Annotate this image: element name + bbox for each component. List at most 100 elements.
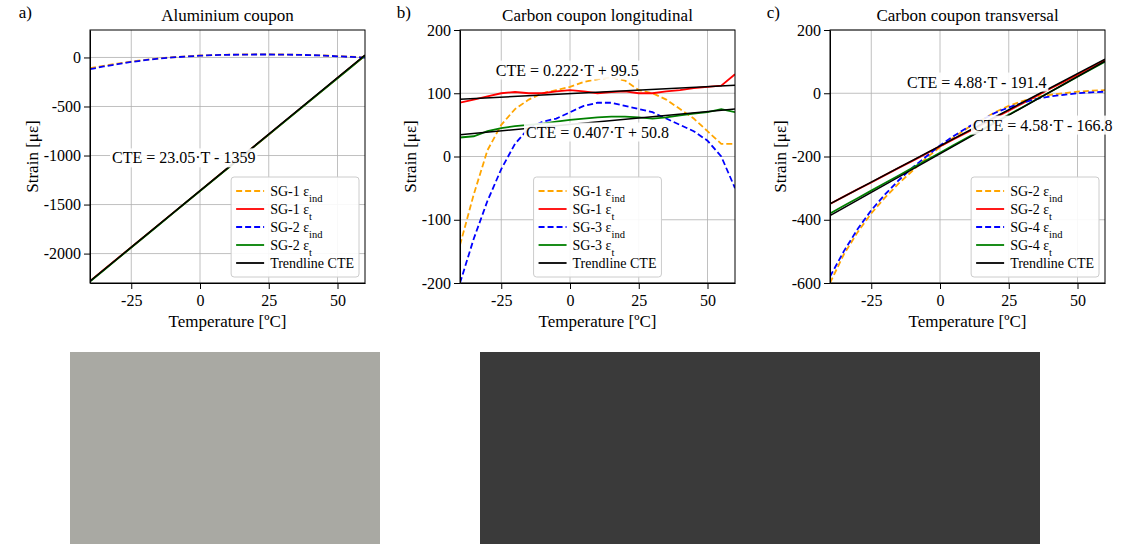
y-tick: -200 — [792, 148, 830, 165]
y-tick: -500 — [52, 98, 90, 115]
legend-swatch — [539, 262, 567, 264]
legend-entry: SG-4 εt — [976, 238, 1052, 258]
y-tick-mark — [454, 220, 460, 221]
y-tick-label: 0 — [813, 85, 821, 102]
figure-svg: -2502550 -2000 -1500 -100 0 -500 0 Temperature … — [0, 0, 1147, 547]
legend-swatch — [976, 190, 1004, 192]
grid-line-y — [460, 156, 735, 157]
y-tick: 200 — [797, 22, 830, 39]
y-tick-label: -2000 — [44, 245, 81, 262]
x-tick: 25 — [261, 283, 277, 309]
legend-label: SG-1 εt — [270, 202, 312, 222]
legend-box — [534, 177, 662, 277]
x-tick-mark — [269, 283, 270, 289]
y-tick-mark — [454, 30, 460, 31]
grid-line-y — [90, 57, 365, 58]
series-line — [90, 55, 365, 281]
x-tick-label: -25 — [491, 292, 512, 309]
legend-text-part: SG-2 ε — [1010, 202, 1049, 217]
legend-label: SG-1 εt — [573, 202, 615, 222]
legend-swatch — [976, 208, 1004, 210]
legend-entry: SG-1 εind — [236, 184, 323, 204]
legend: SG-1 εindSG-1 εtSG-3 εindSG-3 εtTrendlin… — [534, 177, 662, 277]
x-tick-label: 50 — [700, 292, 716, 309]
legend-label: Trendline CTE — [270, 256, 354, 271]
legend-text-part: SG-2 ε — [270, 238, 309, 253]
y-tick-label: 200 — [427, 22, 451, 39]
plot-area — [830, 59, 1105, 283]
panel: -2502550-600-400-2000200Temperature [ºC]… — [767, 3, 1115, 331]
legend-label: SG-3 εind — [573, 220, 626, 240]
y-tick-label: -100 — [422, 211, 451, 228]
x-tick: -25 — [861, 283, 882, 309]
annotation-text: CTE = 0.222·T + 99.5 — [496, 62, 639, 79]
legend-entry: SG-2 εt — [976, 202, 1052, 222]
legend-text-sub: t — [1049, 211, 1052, 222]
y-axis-line — [90, 31, 91, 284]
legend-text-part: SG-2 ε — [1010, 184, 1049, 199]
y-tick-mark — [84, 106, 90, 107]
series-line — [90, 56, 365, 282]
legend-text-sub: t — [309, 211, 312, 222]
x-tick-mark — [338, 283, 339, 289]
annotation-patch — [971, 116, 1114, 135]
legend-swatch — [236, 244, 264, 246]
x-axis: -2502550 — [91, 283, 366, 309]
y-tick-mark — [84, 156, 90, 157]
series-line — [90, 55, 365, 281]
y-axis-title: Strain [με] — [401, 120, 420, 192]
x-tick-label: 0 — [937, 292, 945, 309]
y-tick: -100 — [422, 211, 460, 228]
y-tick-label: -200 — [792, 148, 821, 165]
panel-title: Aluminium coupon — [161, 6, 294, 25]
grid — [830, 30, 1105, 283]
legend-entry: SG-1 εind — [539, 184, 626, 204]
plot-frame — [460, 30, 735, 283]
legend-label: SG-4 εt — [1010, 238, 1052, 258]
x-tick-mark — [940, 283, 941, 289]
legend-entry: SG-1 εt — [236, 202, 312, 222]
y-tick-mark — [824, 93, 830, 94]
annotation-text: CTE = 0.407·T + 50.8 — [526, 124, 669, 141]
annotation: CTE = 0.407·T + 50.8 — [524, 123, 671, 142]
legend-text-part: SG-1 ε — [270, 184, 309, 199]
legend-label: SG-1 εind — [270, 184, 323, 204]
legend-text-part: SG-4 ε — [1010, 238, 1049, 253]
x-tick-mark — [570, 283, 571, 289]
y-tick: -600 — [792, 275, 830, 292]
panel: -2502550-2000-1500-1000-5000Temperature … — [19, 3, 366, 331]
annotation: CTE = 23.05·T - 1359 — [110, 148, 257, 167]
legend-label: SG-2 εind — [1010, 184, 1063, 204]
legend-text-part: SG-1 ε — [270, 202, 309, 217]
legend-entry: Trendline CTE — [539, 256, 657, 271]
y-tick: 0 — [813, 85, 830, 102]
legend-text-part: SG-1 ε — [573, 202, 612, 217]
legend-text-sub: ind — [612, 193, 626, 204]
legend-swatch — [539, 190, 567, 192]
series-line — [460, 85, 735, 99]
grid — [90, 30, 365, 283]
annotation-patch — [905, 73, 1048, 92]
x-axis-title: Temperature [ºC] — [169, 312, 287, 331]
x-tick-mark — [200, 283, 201, 289]
legend-text-part: SG-2 ε — [270, 220, 309, 235]
legend-entry: SG-4 εind — [976, 220, 1063, 240]
y-tick-label: -500 — [52, 98, 81, 115]
y-tick-label: -400 — [792, 211, 821, 228]
legend-text-sub: t — [612, 211, 615, 222]
legend: SG-1 εindSG-1 εtSG-2 εindSG-2 εtTrendlin… — [231, 177, 359, 277]
legend-label: Trendline CTE — [1010, 256, 1094, 271]
y-tick-label: -1500 — [44, 196, 81, 213]
x-tick-mark — [708, 283, 709, 289]
x-tick-label: 25 — [1001, 292, 1017, 309]
y-tick-mark — [84, 205, 90, 206]
y-tick: 100 — [427, 85, 460, 102]
x-tick: 50 — [700, 283, 716, 309]
legend-entry: SG-1 εt — [539, 202, 615, 222]
plot-background — [830, 30, 1105, 283]
legend-label: SG-3 εt — [573, 238, 615, 258]
annotation-text: CTE = 4.58·T - 166.8 — [973, 117, 1112, 134]
y-axis-line — [460, 31, 461, 284]
y-tick-mark — [824, 220, 830, 221]
x-tick: 25 — [1001, 283, 1017, 309]
